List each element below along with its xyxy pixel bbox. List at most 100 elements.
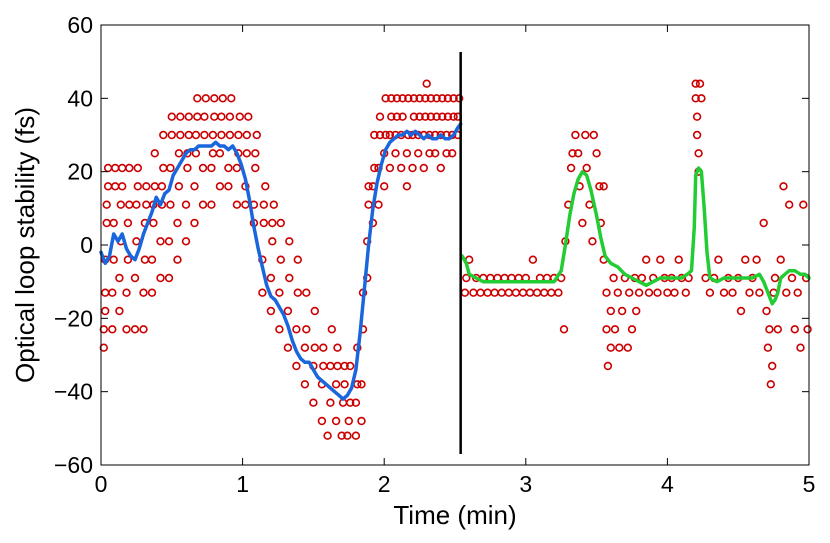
raw-data-point [167,112,177,121]
raw-data-point [215,182,225,191]
y-tick-label: 40 [67,85,93,111]
raw-data-point [184,112,194,121]
raw-data-point [442,149,451,158]
raw-data-point [183,163,192,173]
raw-data-point [159,130,168,140]
raw-data-point [602,325,611,334]
average-line-after [460,166,811,306]
raw-data-point [528,255,538,264]
raw-data-point [130,325,140,334]
raw-data-point [784,200,794,209]
raw-data-point [266,306,276,316]
raw-data-point [425,149,434,158]
raw-data-point [609,273,618,283]
plot-background [101,25,809,465]
raw-data-point [193,94,202,103]
raw-data-point [375,130,385,140]
raw-data-point [438,94,447,103]
raw-data-point [448,149,457,158]
raw-data-point [242,149,252,158]
raw-data-point [283,306,293,316]
raw-data-point [139,288,148,297]
raw-data-point [259,218,268,228]
raw-data-point [674,255,683,264]
raw-data-point [292,361,301,371]
raw-data-point [599,182,608,191]
raw-data-point [443,112,453,121]
raw-data-point [790,325,799,334]
raw-data-point [351,431,361,440]
raw-data-point [218,94,228,103]
raw-data-point [132,200,141,209]
raw-data-point [409,112,419,121]
raw-data-point [462,273,471,283]
raw-data-point [207,163,216,173]
raw-data-point [415,112,424,121]
raw-data-point [323,431,332,440]
raw-data-point [190,218,199,228]
raw-data-point [741,255,750,264]
raw-data-point [759,218,768,228]
raw-data-point [244,112,253,121]
raw-data-point [398,94,407,103]
raw-data-point [266,273,276,283]
raw-data-point [242,130,252,140]
raw-data-point [174,149,184,158]
raw-data-point [198,163,208,173]
raw-data-point [392,94,402,103]
raw-data-point [415,94,424,103]
raw-data-point [275,288,284,297]
raw-data-point [215,149,225,158]
raw-data-point [799,200,808,209]
raw-data-point [694,149,703,158]
raw-data-point [773,325,782,334]
raw-data-point [443,94,453,103]
raw-data-point [634,288,644,297]
raw-data-point [691,79,700,88]
raw-data-point [421,94,430,103]
raw-data-point [692,112,702,121]
raw-data-point [234,130,243,140]
raw-data-point [147,288,157,297]
raw-data-point [224,163,233,173]
raw-data-point [426,94,436,103]
raw-data-point [573,149,583,158]
raw-data-point [603,361,613,371]
raw-data-point [173,218,182,228]
raw-data-point [157,182,167,191]
raw-data-point [763,343,773,352]
raw-data-point [767,361,777,371]
raw-data-point [115,273,124,283]
raw-data-point [125,163,134,173]
raw-data-point [381,94,390,103]
raw-data-point [421,112,430,121]
raw-data-point [581,130,590,140]
y-tick-label: −60 [54,452,93,478]
raw-data-point [568,149,577,158]
raw-data-point [613,288,622,297]
raw-data-point [123,255,133,264]
raw-data-point [139,325,148,334]
average-line-before [99,122,463,401]
raw-data-point [385,163,395,173]
raw-data-point [275,325,284,334]
raw-data-point [331,380,341,389]
raw-data-point [225,130,235,140]
raw-data-point [268,237,277,246]
raw-data-point [164,273,174,283]
raw-data-point [210,94,219,103]
raw-data-point [340,380,349,389]
raw-data-point [200,112,209,121]
x-tick-label: 5 [803,471,816,497]
raw-data-point [285,273,294,283]
raw-data-point [276,255,285,264]
raw-data-point [133,163,143,173]
raw-data-point [156,273,165,283]
raw-data-point [115,306,124,316]
raw-data-point [351,398,361,407]
raw-data-point [117,182,127,191]
x-axis-title: Time (min) [393,500,516,530]
raw-data-point [641,255,651,264]
raw-data-point [310,306,319,316]
